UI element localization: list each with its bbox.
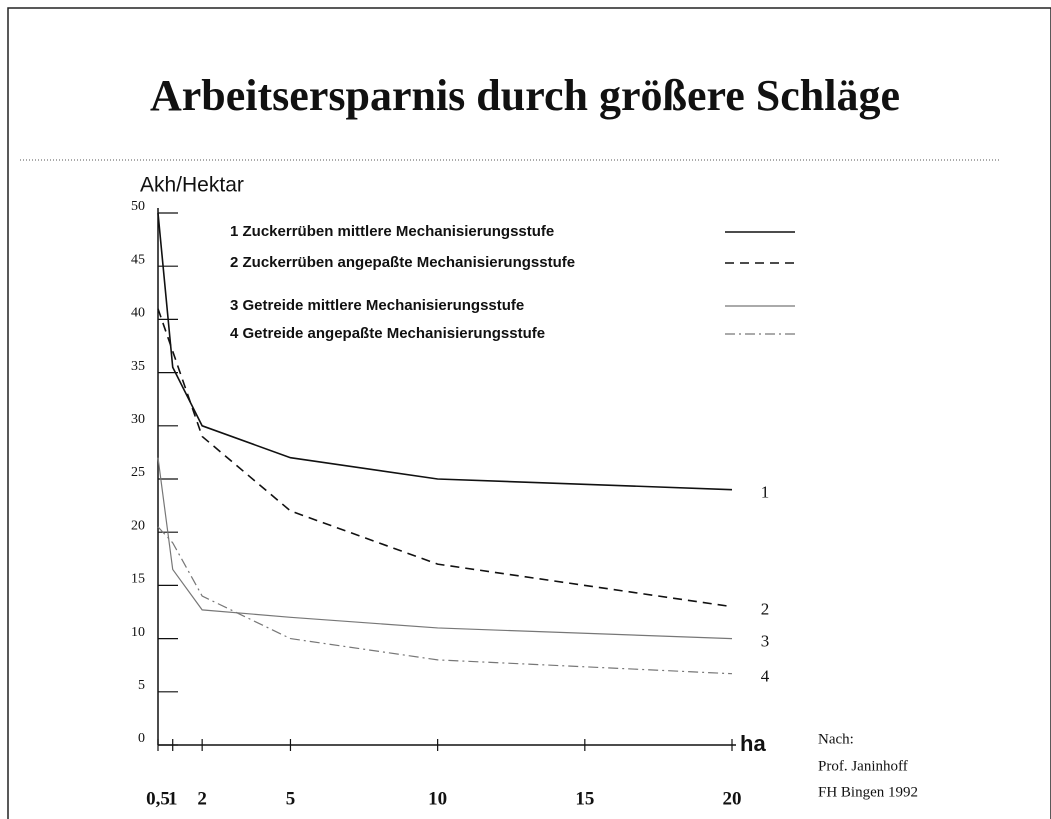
y-tick-label: 45 — [131, 252, 145, 267]
legend-label: 4 Getreide angepaßte Mechanisierungsstuf… — [230, 325, 545, 342]
x-tick-label: 0,5 — [146, 788, 170, 809]
legend-label: 1 Zuckerrüben mittlere Mechanisierungsst… — [230, 223, 554, 240]
y-tick-label: 20 — [131, 518, 145, 533]
x-tick-label: 10 — [428, 788, 447, 809]
y-tick-label: 50 — [131, 199, 145, 214]
series-line — [157, 212, 733, 491]
y-tick-label: 5 — [138, 678, 145, 693]
x-tick-label: 1 — [168, 788, 178, 809]
source: Nach: — [818, 731, 854, 747]
x-tick-label: 2 — [197, 788, 207, 809]
legend-label: 2 Zuckerrüben angepaßte Mechanisierungss… — [230, 254, 575, 271]
x-tick-label: 15 — [575, 788, 594, 809]
y-tick-label: 30 — [131, 412, 145, 427]
end-label: 1 — [761, 483, 770, 502]
source: Prof. Janinhoff — [818, 758, 908, 774]
y-tick-label: 25 — [131, 465, 145, 480]
y-axis-label: Akh/Hektar — [140, 174, 244, 197]
x-axis-label: ha — [740, 731, 766, 756]
end-label: 2 — [761, 600, 770, 619]
legend-label: 3 Getreide mittlere Mechanisierungsstufe — [230, 297, 524, 314]
end-label: 3 — [761, 632, 770, 651]
y-tick-label: 0 — [138, 731, 145, 746]
series-line — [157, 308, 733, 608]
y-tick-label: 10 — [131, 625, 145, 640]
series-line — [157, 457, 733, 640]
end-label: 4 — [761, 667, 770, 686]
y-tick-label: 40 — [131, 306, 145, 321]
y-tick-label: 15 — [131, 572, 145, 587]
y-tick-label: 35 — [131, 359, 145, 374]
x-tick-label: 5 — [286, 788, 296, 809]
x-tick-label: 20 — [723, 788, 742, 809]
chart-title: Arbeitsersparnis durch größere Schläge — [150, 71, 900, 120]
frame — [7, 7, 1051, 819]
series-line — [157, 526, 733, 675]
source: FH Bingen 1992 — [818, 784, 918, 800]
